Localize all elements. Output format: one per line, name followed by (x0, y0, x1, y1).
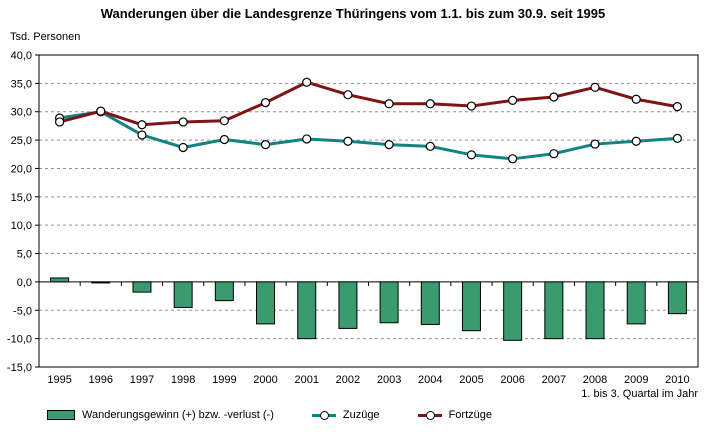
line-series (59, 110, 678, 161)
bar-saldo (585, 281, 605, 340)
data-marker (219, 134, 229, 145)
x-tick-label: 2010 (665, 374, 689, 386)
y-tick-label: 35,0 (11, 78, 32, 90)
data-marker (178, 117, 188, 127)
y-tick-label: 25,0 (11, 135, 32, 147)
y-tick-label: 10,0 (11, 220, 32, 232)
x-tick-label: 2007 (542, 374, 566, 386)
legend: Wanderungsgewinn (+) bzw. -verlust (-) Z… (47, 409, 492, 421)
data-marker (549, 149, 559, 159)
y-tick-label: 0,0 (17, 277, 32, 289)
data-marker (137, 120, 147, 130)
data-marker (260, 98, 271, 108)
x-tick-label: 2000 (253, 374, 277, 386)
data-marker (178, 142, 188, 153)
y-tick-label: -15,0 (7, 362, 32, 374)
bar-saldo (132, 281, 152, 293)
data-marker (384, 99, 394, 109)
legend-label-fortzuege: Fortzüge (448, 409, 492, 421)
x-tick-label: 2008 (583, 374, 607, 386)
data-marker (343, 90, 353, 100)
x-tick-label: 2005 (459, 374, 483, 386)
y-tick-label: -10,0 (7, 334, 32, 346)
data-marker (137, 130, 147, 140)
data-marker (219, 116, 229, 126)
x-tick-label: 1996 (89, 374, 113, 386)
x-tick-label: 1995 (47, 374, 71, 386)
x-tick-label: 2002 (336, 374, 360, 386)
plot-area: 40,0 35,0 30,0 25,0 20,0 15,0 10,0 5,0 0,0 -5,0 -1… (7, 50, 699, 386)
x-tick-label: 2009 (624, 374, 648, 386)
bar-saldo (667, 281, 687, 315)
chart-title: Wanderungen über die Landesgrenze Thürin… (100, 6, 606, 21)
x-axis-note: 1. bis 3. Quartal im Jahr (581, 388, 698, 400)
x-tick-label: 1997 (130, 374, 154, 386)
bar-saldo (379, 281, 399, 324)
bar-saldo (256, 281, 276, 325)
bar-swatch-icon (47, 410, 75, 420)
x-tick-label: 2006 (500, 374, 524, 386)
data-marker (508, 154, 518, 164)
x-tick-label: 2003 (377, 374, 401, 386)
data-marker (425, 141, 435, 151)
y-axis-unit-label: Tsd. Personen (10, 31, 81, 43)
x-tick-label: 1999 (212, 374, 236, 386)
legend-item-zuzuege: Zuzüge (311, 409, 380, 421)
plot-border (38, 54, 699, 368)
data-marker (631, 136, 641, 146)
line-marker-icon (311, 410, 336, 420)
data-marker (549, 92, 559, 102)
legend-item-fortzuege: Fortzüge (417, 409, 492, 421)
data-marker (508, 95, 518, 105)
data-marker (631, 94, 641, 104)
bar-saldo (173, 281, 193, 308)
y-tick-label: 40,0 (11, 50, 32, 62)
bar-saldo (338, 281, 358, 329)
bar-saldo (297, 281, 317, 340)
data-marker (466, 150, 477, 160)
data-marker (590, 82, 600, 92)
bar-saldo (544, 281, 564, 340)
data-marker (384, 140, 394, 150)
data-marker (343, 136, 353, 146)
bar-saldo (214, 281, 234, 302)
legend-item-saldo: Wanderungsgewinn (+) bzw. -verlust (-) (47, 409, 274, 421)
data-marker (425, 99, 435, 109)
legend-label-saldo: Wanderungsgewinn (+) bzw. -verlust (-) (82, 409, 274, 421)
x-tick-label: 2001 (294, 374, 318, 386)
bar-saldo (461, 281, 481, 332)
x-tick-label: 1998 (171, 374, 195, 386)
data-marker (260, 140, 271, 150)
data-marker (302, 134, 312, 144)
data-marker (466, 101, 477, 111)
bar-saldo (503, 281, 523, 341)
bar-saldo (91, 281, 111, 284)
bar-saldo (626, 281, 646, 325)
line-series (59, 80, 678, 127)
legend-label-zuzuege: Zuzüge (342, 409, 380, 421)
data-marker (54, 117, 65, 127)
x-tick-label: 2004 (418, 374, 442, 386)
data-marker (590, 139, 600, 149)
data-marker (96, 106, 106, 116)
data-marker (672, 102, 683, 112)
y-tick-label: -5,0 (13, 305, 32, 317)
bar-saldo (50, 277, 70, 283)
line-marker-icon (417, 410, 442, 420)
y-tick-label: 15,0 (11, 192, 32, 204)
y-tick-label: 5,0 (17, 249, 32, 261)
data-marker (302, 77, 312, 87)
y-tick-label: 30,0 (11, 107, 32, 119)
y-tick-label: 20,0 (11, 163, 32, 175)
data-marker (672, 133, 683, 143)
bar-saldo (420, 281, 440, 325)
